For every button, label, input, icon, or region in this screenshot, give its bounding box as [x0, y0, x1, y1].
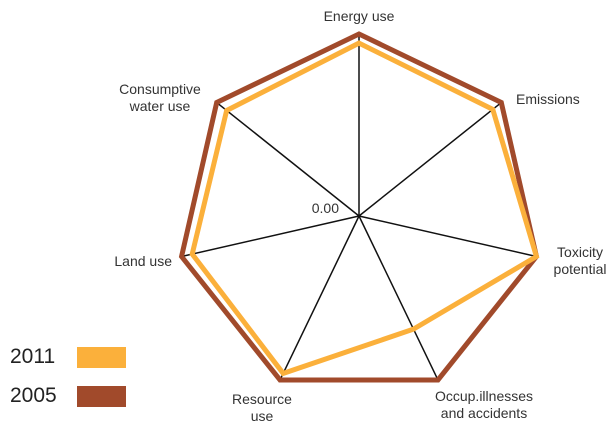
axis-label: Energy use: [323, 8, 395, 24]
r-tick-label: 0.00: [312, 200, 339, 216]
legend-swatch: [77, 347, 126, 368]
spoke: [358, 101, 502, 217]
axis-label: Resource use: [232, 391, 292, 424]
series-line: [178, 31, 540, 383]
axis-label: Land use: [114, 253, 172, 269]
spoke: [279, 215, 360, 381]
spoke: [216, 101, 360, 217]
axis-label: Consumptive water use: [119, 81, 201, 114]
axis-label: Emissions: [516, 91, 580, 107]
spoke: [358, 215, 537, 258]
spoke: [358, 215, 439, 381]
axis-label: Toxicity potential: [553, 244, 607, 277]
axis-label: Occup.illnesses and accidents: [434, 388, 534, 421]
series-line: [189, 40, 540, 377]
spoke: [181, 215, 360, 258]
legend-label: 2005: [10, 384, 57, 407]
legend-label: 2011: [10, 345, 56, 368]
legend-swatch: [77, 386, 126, 407]
